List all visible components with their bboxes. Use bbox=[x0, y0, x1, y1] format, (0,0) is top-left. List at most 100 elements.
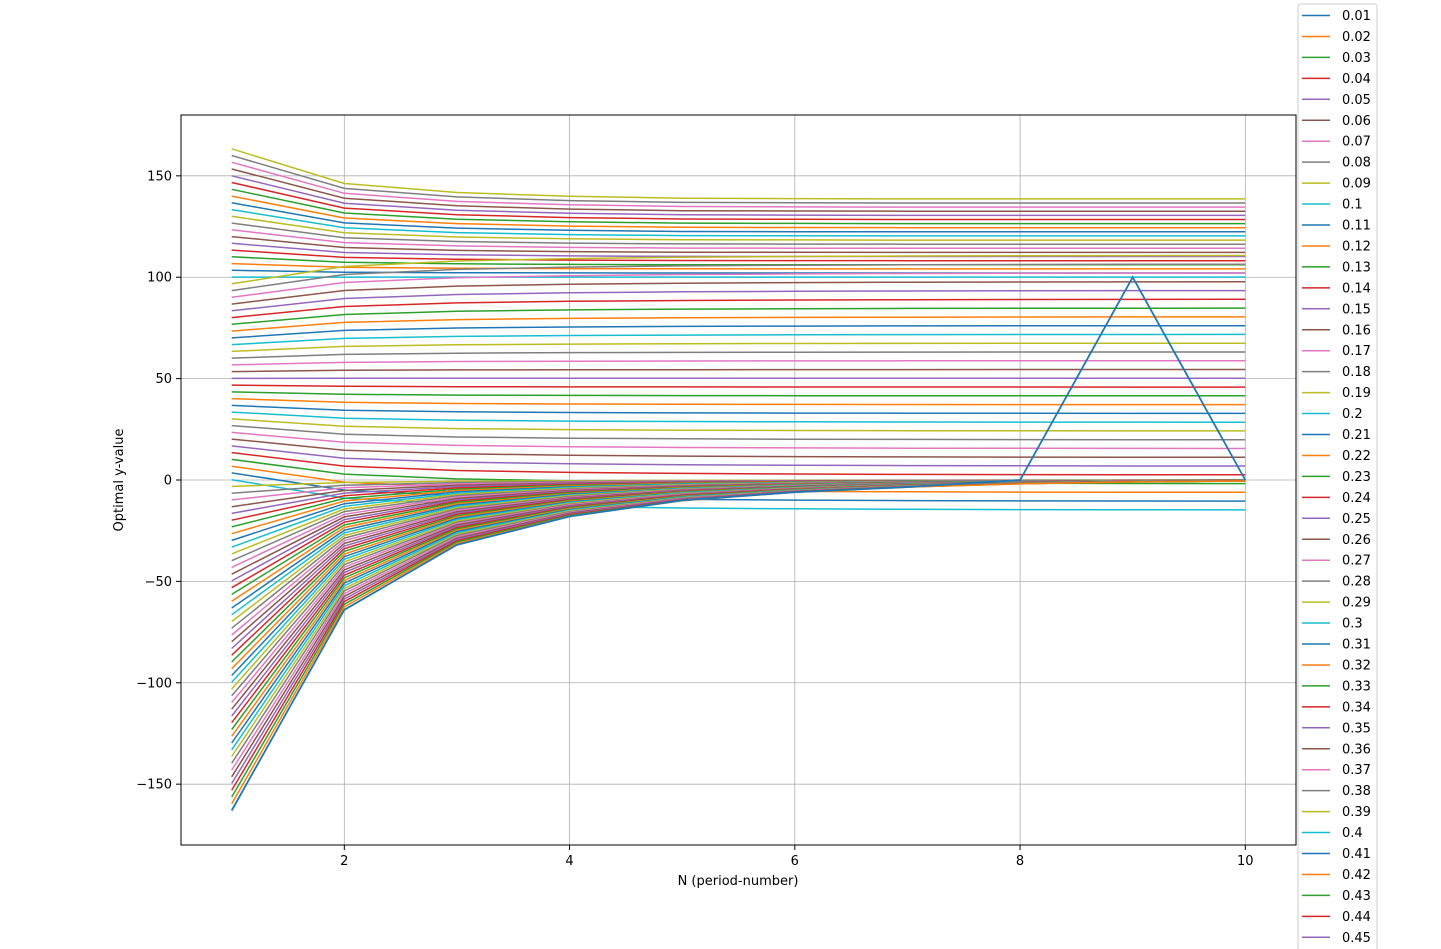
legend-label: 0.42 bbox=[1342, 868, 1371, 883]
legend-label: 0.31 bbox=[1342, 638, 1371, 653]
legend-label: 0.01 bbox=[1342, 9, 1371, 24]
series-line bbox=[231, 351, 1246, 359]
y-tick-label: 150 bbox=[147, 169, 172, 184]
series-line bbox=[231, 384, 1246, 388]
legend-label: 0.1 bbox=[1342, 198, 1363, 213]
legend-label: 0.43 bbox=[1342, 889, 1371, 904]
series-line bbox=[231, 368, 1246, 373]
legend-label: 0.44 bbox=[1342, 910, 1371, 925]
series-line bbox=[231, 431, 1246, 450]
series-line bbox=[231, 316, 1246, 332]
legend-label: 0.26 bbox=[1342, 533, 1371, 548]
legend-label: 0.2 bbox=[1342, 407, 1363, 422]
series-line bbox=[231, 148, 1246, 200]
legend-label: 0.37 bbox=[1342, 763, 1371, 778]
legend-label: 0.45 bbox=[1342, 931, 1371, 946]
legend: 0.01 0.02 0.03 0.04 0.05 0.06 0.07 0.08 0.09 0.1 0… bbox=[1297, 3, 1378, 949]
legend-label: 0.11 bbox=[1342, 219, 1371, 234]
series-line bbox=[231, 281, 1246, 305]
legend-label: 0.29 bbox=[1342, 596, 1371, 611]
series-line bbox=[231, 202, 1246, 233]
series-lines bbox=[230, 148, 1247, 811]
series-line bbox=[231, 188, 1246, 225]
legend-label: 0.4 bbox=[1342, 826, 1363, 841]
legend-label: 0.24 bbox=[1342, 491, 1371, 506]
legend-label: 0.3 bbox=[1342, 617, 1363, 632]
legend-label: 0.39 bbox=[1342, 805, 1371, 820]
legend-label: 0.35 bbox=[1342, 721, 1371, 736]
series-line bbox=[231, 195, 1246, 229]
x-tick-label: 4 bbox=[565, 854, 573, 869]
legend-label: 0.15 bbox=[1342, 302, 1371, 317]
series-line bbox=[231, 289, 1246, 312]
legend-label: 0.34 bbox=[1342, 700, 1371, 715]
legend-label: 0.32 bbox=[1342, 658, 1371, 673]
series-line-0.01 bbox=[230, 275, 1247, 811]
y-axis-label: Optimal y-value bbox=[112, 429, 127, 532]
legend-label: 0.09 bbox=[1342, 177, 1371, 192]
series-line bbox=[231, 298, 1246, 319]
series-line bbox=[231, 154, 1246, 204]
series-line bbox=[231, 249, 1246, 262]
legend-label: 0.25 bbox=[1342, 512, 1371, 527]
series-line bbox=[231, 397, 1246, 406]
series-line bbox=[231, 342, 1246, 353]
legend-label: 0.16 bbox=[1342, 323, 1371, 338]
y-tick-label: 50 bbox=[155, 372, 172, 387]
series-line bbox=[231, 404, 1246, 415]
x-tick-label: 2 bbox=[340, 854, 348, 869]
legend-label: 0.07 bbox=[1342, 135, 1371, 150]
legend-label: 0.21 bbox=[1342, 428, 1371, 443]
legend-frame bbox=[1297, 3, 1378, 949]
x-tick-label: 10 bbox=[1237, 854, 1254, 869]
legend-label: 0.41 bbox=[1342, 847, 1371, 862]
legend-label: 0.02 bbox=[1342, 30, 1371, 45]
series-line bbox=[231, 424, 1246, 441]
series-line bbox=[231, 411, 1246, 423]
series-line bbox=[231, 181, 1246, 221]
series-line bbox=[231, 307, 1246, 326]
legend-label: 0.18 bbox=[1342, 365, 1371, 380]
legend-label: 0.03 bbox=[1342, 51, 1371, 66]
axis-ticks: 2 4 6 8 10 150 100 50 0 −50 −100 −150 bbox=[136, 169, 1253, 869]
series-line bbox=[231, 161, 1246, 208]
series-line bbox=[231, 333, 1246, 346]
x-tick-label: 6 bbox=[791, 854, 799, 869]
legend-label: 0.36 bbox=[1342, 742, 1371, 757]
x-axis-label: N (period-number) bbox=[678, 874, 799, 889]
y-tick-label: 0 bbox=[164, 474, 172, 489]
series-line bbox=[231, 445, 1246, 467]
legend-label: 0.38 bbox=[1342, 784, 1371, 799]
legend-label: 0.22 bbox=[1342, 449, 1371, 464]
series-line bbox=[231, 360, 1246, 366]
y-tick-label: −150 bbox=[136, 778, 172, 793]
series-line bbox=[231, 472, 1246, 502]
series-line bbox=[231, 235, 1246, 254]
series-line bbox=[231, 418, 1246, 432]
series-line bbox=[231, 272, 1246, 299]
legend-label: 0.06 bbox=[1342, 114, 1371, 129]
series-line bbox=[231, 222, 1246, 245]
legend-label: 0.17 bbox=[1342, 344, 1371, 359]
y-tick-label: 100 bbox=[147, 271, 172, 286]
series-line bbox=[231, 451, 1246, 476]
series-line bbox=[231, 438, 1246, 458]
legend-label: 0.12 bbox=[1342, 239, 1371, 254]
x-tick-label: 8 bbox=[1016, 854, 1024, 869]
series-line bbox=[231, 254, 1246, 285]
series-line bbox=[231, 215, 1246, 241]
legend-label: 0.23 bbox=[1342, 470, 1371, 485]
series-line bbox=[231, 324, 1246, 339]
y-tick-label: −50 bbox=[145, 575, 172, 590]
legend-label: 0.28 bbox=[1342, 575, 1371, 590]
series-line bbox=[231, 208, 1246, 237]
legend-label: 0.33 bbox=[1342, 679, 1371, 694]
series-line bbox=[231, 263, 1246, 292]
legend-label: 0.13 bbox=[1342, 260, 1371, 275]
legend-label: 0.08 bbox=[1342, 156, 1371, 171]
series-line bbox=[231, 229, 1246, 250]
series-line bbox=[231, 391, 1246, 397]
legend-label: 0.14 bbox=[1342, 281, 1371, 296]
legend-label: 0.27 bbox=[1342, 554, 1371, 569]
